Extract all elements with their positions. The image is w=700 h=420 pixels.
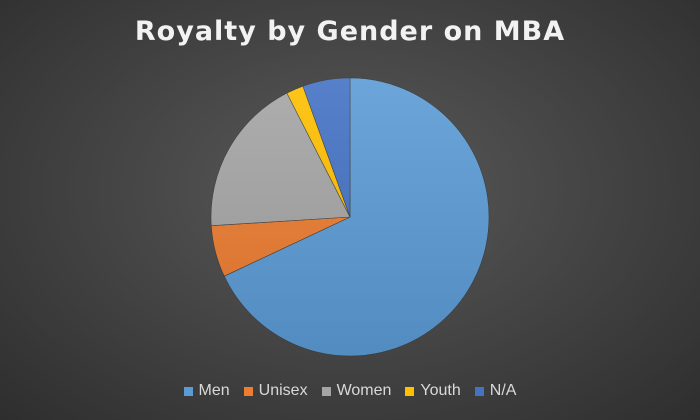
legend-label: Unisex — [258, 382, 308, 399]
legend-label: Youth — [420, 382, 461, 399]
legend-label: N/A — [489, 382, 517, 399]
legend-item-men: Men — [183, 382, 230, 400]
legend-swatch — [321, 386, 331, 396]
chart-title: Royalty by Gender on MBA — [134, 16, 566, 47]
legend-item-women: Women — [321, 382, 392, 400]
legend-swatch — [405, 386, 415, 396]
legend-swatch — [243, 386, 253, 396]
pie-slices — [210, 77, 490, 357]
legend-swatch — [474, 386, 484, 396]
legend-label: Women — [336, 382, 392, 399]
legend-swatch — [183, 386, 193, 396]
legend: Men Unisex Women Youth N/A — [0, 382, 700, 400]
legend-item-n-a: N/A — [474, 382, 517, 400]
legend-label: Men — [198, 382, 230, 399]
legend-item-youth: Youth — [405, 382, 461, 400]
legend-item-unisex: Unisex — [243, 382, 308, 400]
